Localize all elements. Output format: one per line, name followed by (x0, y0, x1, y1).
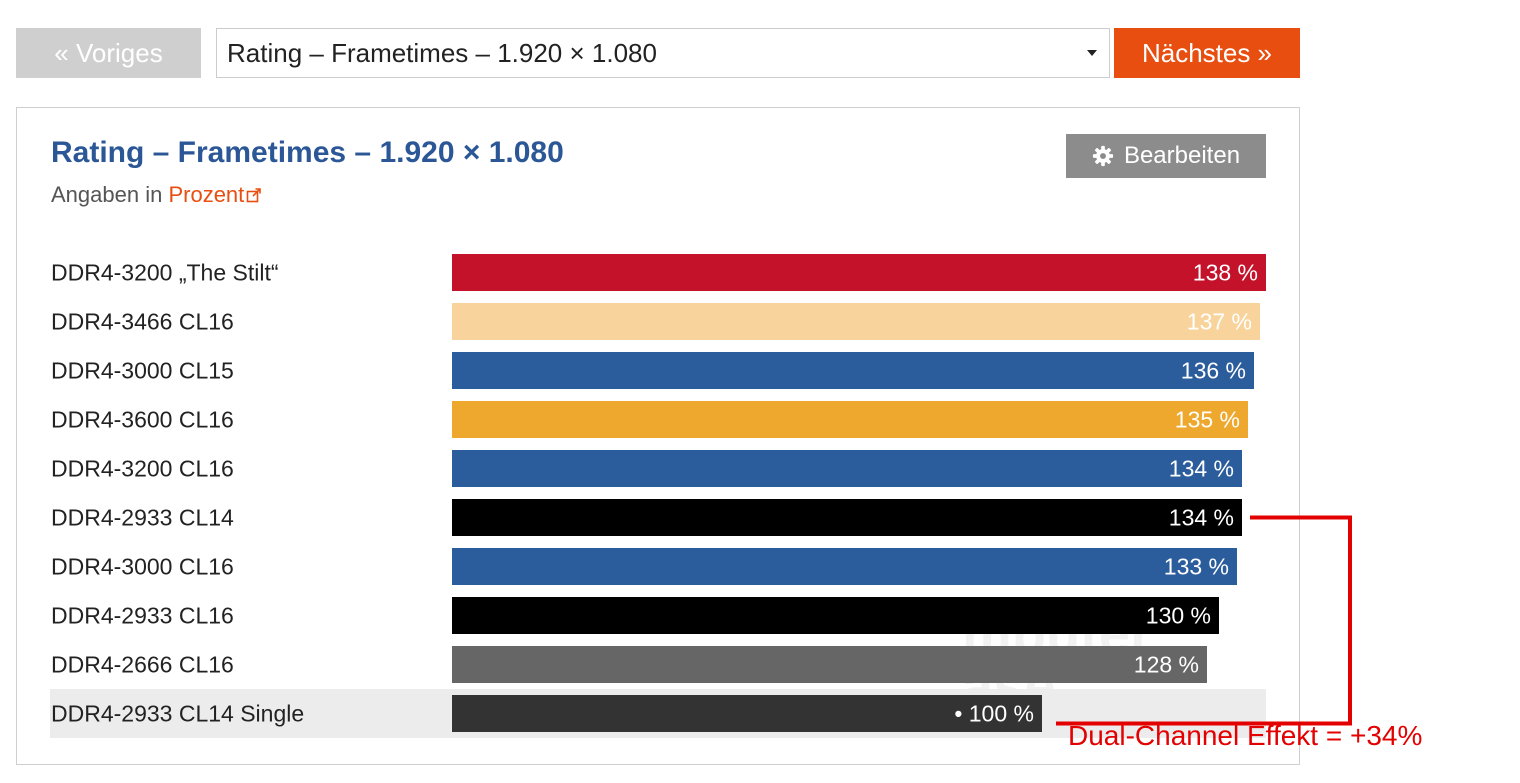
category-label-9: DDR4-2933 CL14 Single (51, 701, 304, 727)
chart-navigation: « Voriges Rating – Frametimes – 1.920 × … (16, 28, 1300, 78)
value-label-0: 138 % (1193, 260, 1258, 286)
chart-title: Rating – Frametimes – 1.920 × 1.080 (51, 136, 564, 169)
value-label-8: 128 % (1134, 652, 1199, 678)
bar-1 (452, 303, 1260, 340)
subtitle-prefix: Angaben in (51, 182, 163, 207)
bar-5 (452, 499, 1242, 536)
value-label-9: • 100 % (954, 701, 1034, 727)
annotation-bracket (1056, 515, 1352, 726)
bar-6 (452, 548, 1237, 585)
category-label-4: DDR4-3200 CL16 (51, 456, 234, 482)
bar-3 (452, 401, 1248, 438)
previous-button[interactable]: « Voriges (16, 28, 201, 78)
value-label-1: 137 % (1187, 309, 1252, 335)
value-label-4: 134 % (1169, 456, 1234, 482)
edit-button-label: Bearbeiten (1123, 142, 1241, 169)
external-link-icon (246, 188, 262, 203)
chart-subtitle: Angaben in Prozent (51, 182, 262, 208)
gear-icon (1092, 145, 1114, 167)
value-label-5: 134 % (1169, 505, 1234, 531)
edit-button[interactable]: Bearbeiten (1066, 134, 1266, 178)
next-button[interactable]: Nächstes » (1114, 28, 1300, 78)
value-label-7: 130 % (1146, 603, 1211, 629)
unit-link[interactable]: Prozent (168, 182, 262, 207)
caret-down-icon (1087, 50, 1097, 56)
category-label-1: DDR4-3466 CL16 (51, 309, 234, 335)
chart-select[interactable]: Rating – Frametimes – 1.920 × 1.080 (216, 28, 1110, 78)
category-label-6: DDR4-3000 CL16 (51, 554, 234, 580)
bar-0 (452, 254, 1266, 291)
bar-7 (452, 597, 1219, 634)
category-label-5: DDR4-2933 CL14 (51, 505, 234, 531)
bar-4 (452, 450, 1242, 487)
category-label-0: DDR4-3200 „The Stilt“ (51, 260, 279, 286)
category-label-8: DDR4-2666 CL16 (51, 652, 234, 678)
value-label-6: 133 % (1164, 554, 1229, 580)
bar-2 (452, 352, 1254, 389)
category-label-7: DDR4-2933 CL16 (51, 603, 234, 629)
category-label-2: DDR4-3000 CL15 (51, 358, 234, 384)
category-label-3: DDR4-3600 CL16 (51, 407, 234, 433)
dual-channel-annotation: Dual-Channel Effekt = +34% (1068, 720, 1423, 751)
chart-select-value: Rating – Frametimes – 1.920 × 1.080 (227, 37, 657, 68)
value-label-2: 136 % (1181, 358, 1246, 384)
value-label-3: 135 % (1175, 407, 1240, 433)
unit-link-label: Prozent (168, 182, 245, 207)
bar-8 (452, 646, 1207, 683)
bar-9 (452, 695, 1042, 732)
